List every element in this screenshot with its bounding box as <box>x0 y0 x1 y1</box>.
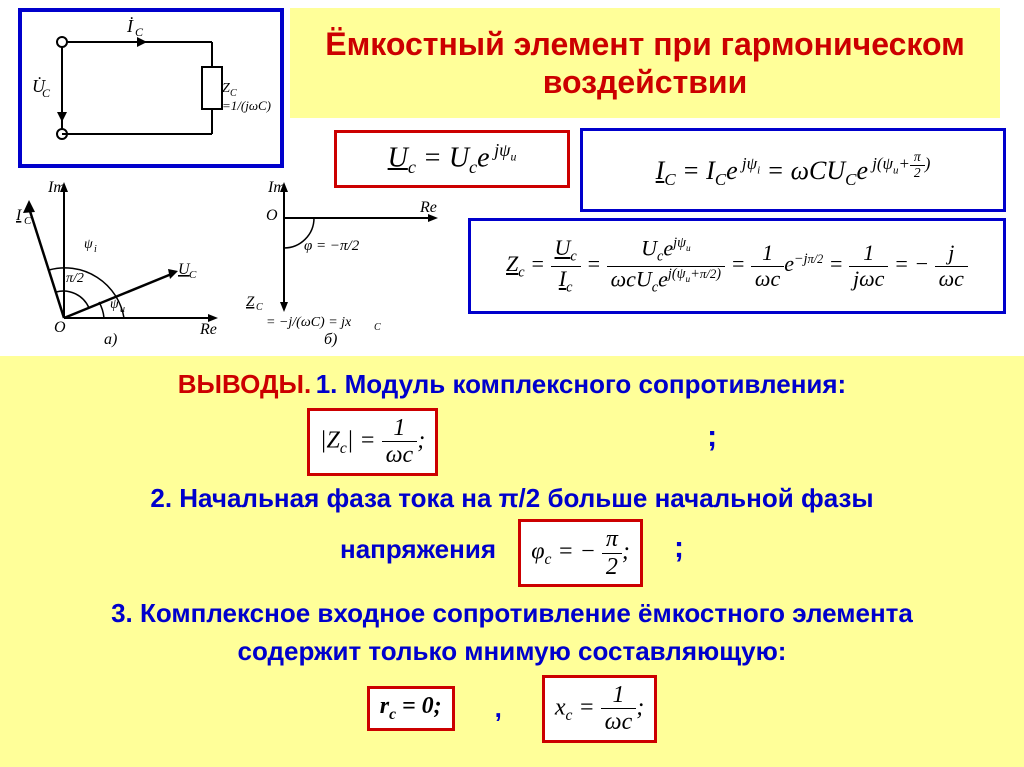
conclusion-3-formulas: rc = 0; , xc = 1ωc; <box>40 675 984 743</box>
svg-text:I: I <box>15 207 22 224</box>
formula-zc-mod-row: |Zc| = 1ωc; ; <box>40 408 984 476</box>
circuit-diagram: İ C U̇ C Z C =1/(jωC) <box>18 8 284 168</box>
svg-text:Re: Re <box>199 321 217 338</box>
title-box: Ёмкостный элемент при гармоническом возд… <box>290 8 1000 118</box>
phasor-diagrams: Im Re O U C I C ψ u π/2 ψ i а) <box>14 178 454 348</box>
svg-text:C: C <box>42 86 51 100</box>
svg-text:Im: Im <box>267 179 285 196</box>
conclusion-3-text-a: 3. Комплексное входное сопротивление ёмк… <box>40 597 984 631</box>
formula-zc-box: Zc = UcIc = UcejψuωcUcej(ψu+π/2) = 1ωce−… <box>468 218 1006 314</box>
formula-ic: IC = ICe jψi = ωCUCe j(ψu+π2) <box>656 150 931 190</box>
semicolon-1: ; <box>707 420 717 453</box>
svg-text:ψ: ψ <box>84 237 93 252</box>
svg-text:π/2: π/2 <box>66 271 84 286</box>
svg-text:= −j/(ωC) = jx: = −j/(ωC) = jx <box>266 315 352 330</box>
svg-text:İ: İ <box>126 16 134 36</box>
formula-xc: xc = 1ωc; <box>542 675 657 743</box>
svg-text:=1/(jωC): =1/(jωC) <box>222 98 271 113</box>
svg-text:C: C <box>256 302 263 313</box>
svg-text:C: C <box>135 25 144 39</box>
comma-sep: , <box>495 692 502 726</box>
conclusions-block: ВЫВОДЫ. 1. Модуль комплексного сопротивл… <box>0 356 1024 767</box>
svg-text:а): а) <box>104 331 117 348</box>
formula-rc: rc = 0; <box>367 686 455 731</box>
svg-text:Z: Z <box>246 294 255 310</box>
conclusion-2-row: напряжения φc = − π2; ; <box>40 519 984 587</box>
svg-text:C: C <box>24 215 32 227</box>
page-title: Ёмкостный элемент при гармоническом возд… <box>290 25 1000 102</box>
svg-text:φ = −π/2: φ = −π/2 <box>304 238 360 254</box>
conclusions-head: ВЫВОДЫ. <box>178 369 311 399</box>
svg-text:C: C <box>374 322 381 333</box>
phasor-svg: Im Re O U C I C ψ u π/2 ψ i а) <box>14 178 454 348</box>
circuit-svg: İ C U̇ C Z C =1/(jωC) <box>22 12 280 164</box>
conclusion-2-text-b: напряжения <box>340 534 496 564</box>
svg-text:i: i <box>94 244 97 255</box>
formula-zc: Zc = UcIc = UcejψuωcUcej(ψu+π/2) = 1ωce−… <box>506 236 968 296</box>
svg-text:O: O <box>54 319 66 336</box>
svg-text:б): б) <box>324 331 337 348</box>
svg-text:C: C <box>189 269 197 281</box>
svg-text:Re: Re <box>419 199 437 216</box>
conclusion-1-text: 1. Модуль комплексного сопротивления: <box>316 369 847 399</box>
formula-ic-box: IC = ICe jψi = ωCUCe j(ψu+π2) <box>580 128 1006 212</box>
svg-text:O: O <box>266 207 278 224</box>
svg-text:Z: Z <box>222 81 230 96</box>
conclusion-1-line: ВЫВОДЫ. 1. Модуль комплексного сопротивл… <box>40 368 984 402</box>
conclusion-2-text-a: 2. Начальная фаза тока на π/2 больше нач… <box>40 482 984 516</box>
formula-uc: Uc = Uce jψu <box>388 140 517 178</box>
semicolon-2: ; <box>674 532 684 565</box>
conclusion-3-text-b: содержит только мнимую составляющую: <box>40 635 984 669</box>
svg-text:Im: Im <box>47 179 65 196</box>
formula-phi-c: φc = − π2; <box>518 519 643 587</box>
formula-zc-modulus: |Zc| = 1ωc; <box>307 408 438 476</box>
